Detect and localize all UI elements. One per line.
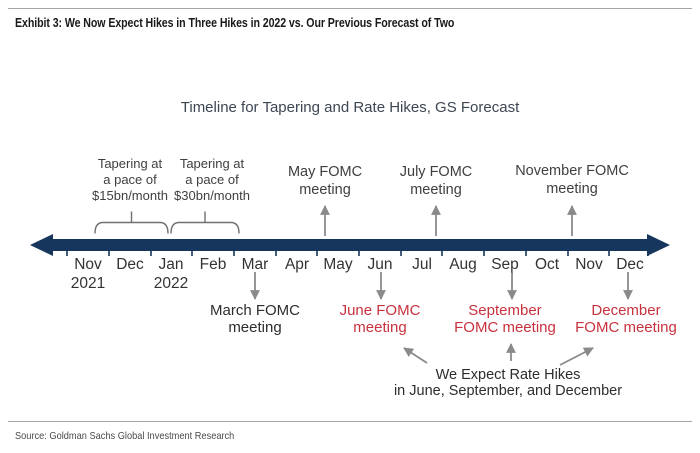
tapering-line: $15bn/month [92,188,168,203]
note-arrow-june [403,347,428,364]
july-fomc-label: July FOMC meeting [399,164,473,198]
month-label: Aug [449,256,477,273]
tapering-30bn-brace [170,211,240,234]
december-fomc-label: December FOMC meeting [575,302,677,336]
month-label: Feb [199,256,227,273]
tapering-line: $30bn/month [174,188,250,203]
tapering-line: a pace of [103,172,157,187]
tapering-line: Tapering at [97,156,163,171]
year-label-2022: 2022 [153,275,189,292]
month-label: Dec [116,256,144,273]
timeline-left-arrowhead [30,234,53,256]
timeline-axis-arrow [30,234,670,256]
month-label: Sep [491,256,519,273]
september-fomc-label: September FOMC meeting [454,302,556,336]
month-label: Nov [74,256,102,273]
top-divider [8,8,692,9]
november-fomc-label: November FOMC meeting [515,163,629,197]
month-label: Nov [575,256,603,273]
month-label: Mar [241,256,269,273]
month-label: Jan [158,256,184,273]
tapering-line: a pace of [185,172,239,187]
may-fomc-label: May FOMC meeting [287,164,363,198]
month-label: Jul [412,256,432,273]
month-label: Jun [367,256,393,273]
tapering-line: Tapering at [179,156,245,171]
month-label: Oct [534,256,560,273]
month-label: May [323,256,353,273]
rate-hike-note: We Expect Rate Hikes in June, September,… [393,367,623,399]
month-ticks [66,251,649,256]
year-label-2021: 2021 [70,275,106,292]
timeline-right-arrowhead [647,234,670,256]
note-arrow-december [559,347,594,366]
tapering-15bn-label: Tapering at a pace of $15bn/month [92,156,168,204]
exhibit-title: Exhibit 3: We Now Expect Hikes in Three … [15,16,455,30]
source-credit: Source: Goldman Sachs Global Investment … [15,430,235,442]
bottom-divider [8,421,692,422]
chart-title: Timeline for Tapering and Rate Hikes, GS… [180,99,520,116]
march-fomc-label: March FOMC meeting [210,302,300,336]
june-fomc-label: June FOMC meeting [339,302,421,336]
tapering-30bn-label: Tapering at a pace of $30bn/month [174,156,250,204]
tapering-15bn-brace [94,211,169,234]
month-label: Apr [284,256,310,273]
month-label: Dec [616,256,644,273]
